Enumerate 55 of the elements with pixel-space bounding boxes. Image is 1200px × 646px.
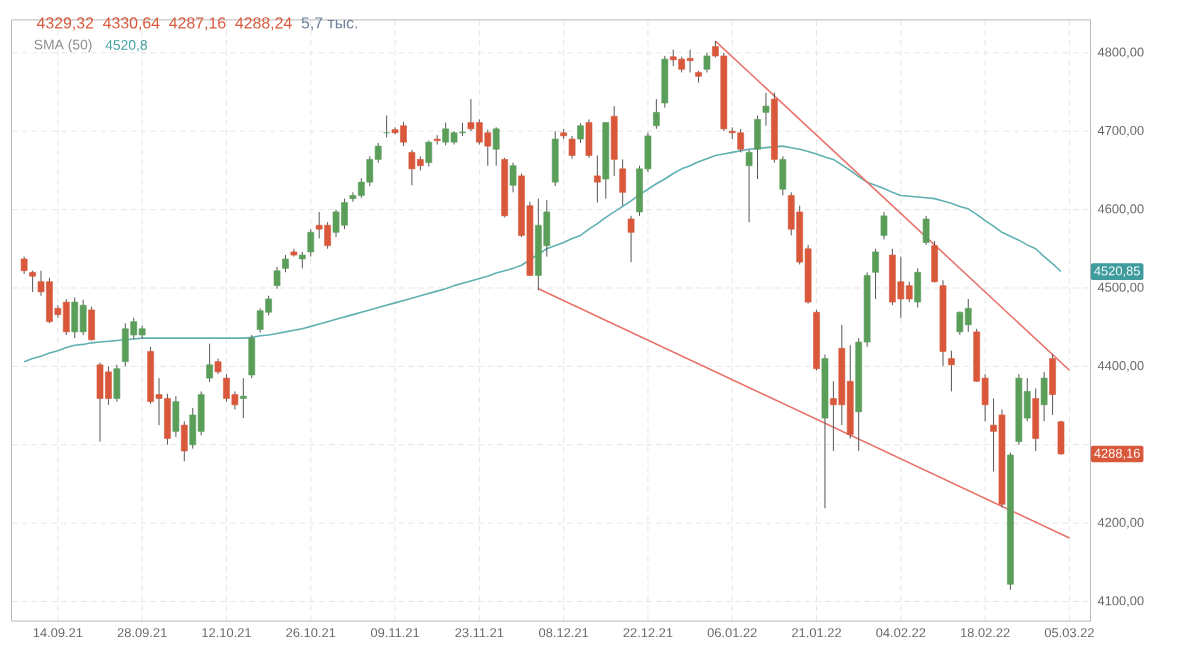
candlestick	[273, 266, 281, 290]
candlestick	[568, 135, 576, 160]
candlestick	[686, 49, 694, 74]
candlestick	[779, 156, 787, 197]
candlestick	[762, 92, 770, 127]
candlestick	[96, 362, 104, 443]
candlestick	[905, 281, 913, 304]
candlestick	[307, 229, 315, 258]
candlestick	[585, 119, 593, 159]
candlestick	[610, 106, 618, 177]
candlestick	[484, 129, 492, 167]
candlestick	[594, 155, 601, 204]
candlestick	[172, 396, 180, 438]
candlestick	[180, 421, 188, 463]
candlestick	[880, 211, 888, 241]
candlestick	[29, 270, 36, 293]
candlestick	[324, 222, 331, 250]
candlestick	[408, 150, 416, 187]
candlestick	[922, 215, 930, 246]
candlestick	[703, 52, 711, 74]
candlestick	[931, 240, 938, 284]
candlestick	[948, 350, 955, 393]
candlestick	[653, 99, 660, 130]
candlestick	[897, 256, 905, 319]
candlestick	[914, 268, 922, 309]
candlestick	[1032, 388, 1040, 453]
candlestick	[121, 323, 129, 368]
candlestick	[577, 123, 584, 144]
candlestick	[492, 127, 500, 167]
candlestick	[79, 299, 87, 336]
candlestick	[619, 159, 626, 207]
candlestick	[509, 162, 517, 194]
candlestick	[332, 209, 340, 239]
candlestick	[315, 211, 323, 240]
candlestick	[872, 248, 879, 300]
candlestick	[1049, 353, 1056, 416]
candlestick	[1040, 371, 1048, 423]
candlestick	[239, 378, 247, 420]
candlestick	[206, 343, 213, 384]
candlestick	[551, 131, 559, 188]
candlestick	[197, 391, 205, 437]
candlestick	[627, 215, 635, 264]
candlestick	[661, 55, 669, 109]
candlestick	[956, 311, 964, 336]
candlestick	[88, 306, 95, 342]
candlestick	[71, 297, 79, 340]
candlestick	[745, 150, 753, 224]
candlestick	[248, 335, 256, 380]
candlestick	[754, 115, 761, 181]
candlestick	[113, 364, 121, 403]
candlestick	[1057, 420, 1065, 456]
candlestick	[425, 140, 433, 168]
candlestick	[62, 298, 70, 336]
candlestick	[964, 298, 972, 333]
candlestick	[737, 128, 744, 154]
